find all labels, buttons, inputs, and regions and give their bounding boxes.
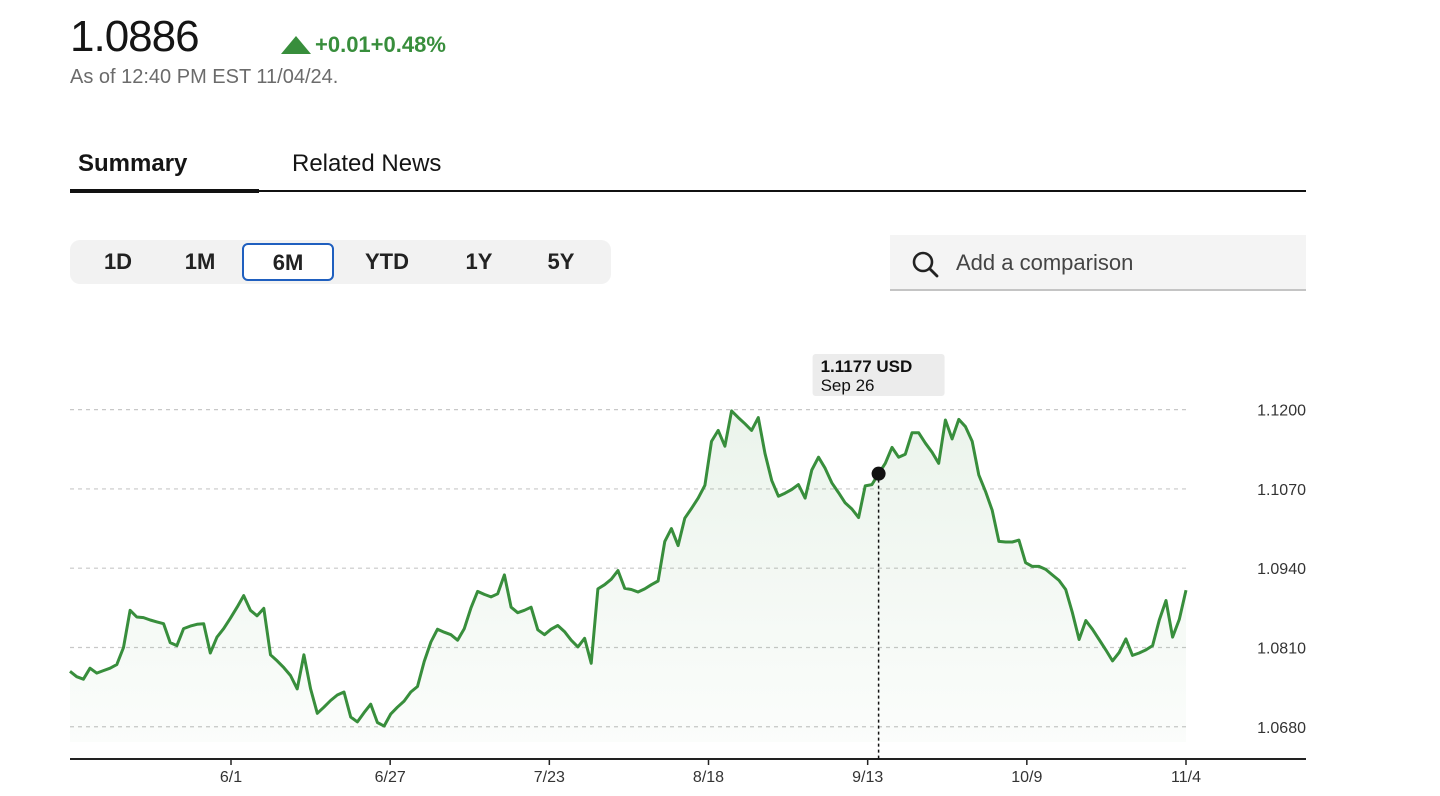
x-tick-label: 6/1 [220,769,242,786]
x-tick-label: 11/4 [1171,769,1201,786]
timestamp: As of 12:40 PM EST 11/04/24. [70,66,339,88]
range-6m-button[interactable]: 6M [242,243,334,281]
price-area [70,410,1186,742]
tooltip-value: 1.1177 USD [821,357,913,376]
change-percent: +0.48% [370,32,446,57]
tab-bar: Summary Related News [70,146,1306,193]
tooltip-box [812,354,945,396]
x-tick-label: 6/27 [375,769,406,786]
range-ytd-button[interactable]: YTD [365,249,409,274]
tab-related-news[interactable]: Related News [292,150,442,177]
x-tick-label: 7/23 [534,769,565,786]
y-tick-label: 1.0680 [1257,720,1306,737]
up-triangle-icon [281,36,311,54]
tooltip-date: Sep 26 [821,376,875,395]
change-value: +0.01 [315,32,371,57]
search-icon [912,251,939,278]
price-line [69,409,1188,728]
price-change: +0.01 +0.48% [281,32,446,58]
price: 1.0886 [70,12,200,61]
y-tick-label: 1.1070 [1257,482,1306,499]
y-tick-label: 1.1200 [1257,403,1306,420]
range-1d-button[interactable]: 1D [103,249,133,274]
x-tick-label: 10/9 [1011,769,1042,786]
range-1y-button[interactable]: 1Y [465,249,493,274]
active-tab-underline [70,189,259,193]
hover-point [871,466,886,481]
tab-summary[interactable]: Summary [78,150,188,177]
range-1m-button[interactable]: 1M [184,249,216,274]
y-tick-label: 1.0940 [1257,561,1306,578]
range-selector: 1D 1M 6M YTD 1Y 5Y [70,240,611,284]
x-tick-label: 8/18 [693,769,724,786]
range-5y-button[interactable]: 5Y [547,249,575,274]
x-tick-label: 9/13 [852,769,883,786]
comparison-input[interactable] [954,247,1288,279]
y-tick-label: 1.0810 [1257,640,1306,657]
comparison-search [890,235,1306,291]
